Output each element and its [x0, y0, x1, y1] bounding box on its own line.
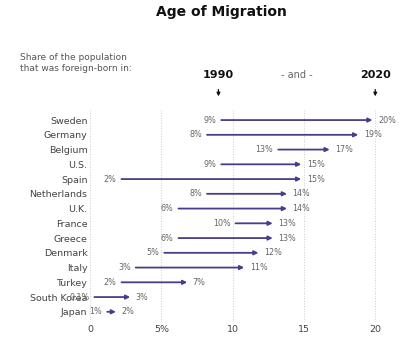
Text: 2%: 2%: [103, 175, 116, 184]
Text: 8%: 8%: [189, 130, 202, 139]
Text: 1%: 1%: [89, 307, 102, 316]
Text: 9%: 9%: [203, 160, 216, 169]
Text: - and -: - and -: [280, 70, 312, 80]
Text: 19%: 19%: [363, 130, 381, 139]
Text: 13%: 13%: [278, 219, 295, 228]
Text: 1990: 1990: [202, 70, 234, 80]
Text: 14%: 14%: [292, 204, 310, 213]
Text: Age of Migration: Age of Migration: [155, 5, 286, 19]
Text: 11%: 11%: [249, 263, 267, 272]
Text: 5%: 5%: [146, 248, 159, 257]
Text: 13%: 13%: [278, 234, 295, 242]
Text: 13%: 13%: [255, 145, 273, 154]
Text: 14%: 14%: [292, 189, 310, 198]
Text: 15%: 15%: [306, 175, 324, 184]
Text: that was foreign-born in:: that was foreign-born in:: [20, 64, 132, 73]
Text: 12%: 12%: [263, 248, 281, 257]
Text: 8%: 8%: [189, 189, 202, 198]
Text: 0.1%: 0.1%: [69, 292, 89, 302]
Text: 2%: 2%: [121, 307, 134, 316]
Text: 3%: 3%: [118, 263, 130, 272]
Text: 7%: 7%: [192, 278, 205, 287]
Text: 20%: 20%: [377, 115, 395, 125]
Text: 17%: 17%: [335, 145, 353, 154]
Text: 6%: 6%: [160, 234, 173, 242]
Text: 15%: 15%: [306, 160, 324, 169]
Text: 10%: 10%: [212, 219, 230, 228]
Text: 6%: 6%: [160, 204, 173, 213]
Text: 2%: 2%: [103, 278, 116, 287]
Text: Share of the population: Share of the population: [20, 53, 127, 62]
Text: 9%: 9%: [203, 115, 216, 125]
Text: 3%: 3%: [135, 292, 148, 302]
Text: 2020: 2020: [359, 70, 390, 80]
